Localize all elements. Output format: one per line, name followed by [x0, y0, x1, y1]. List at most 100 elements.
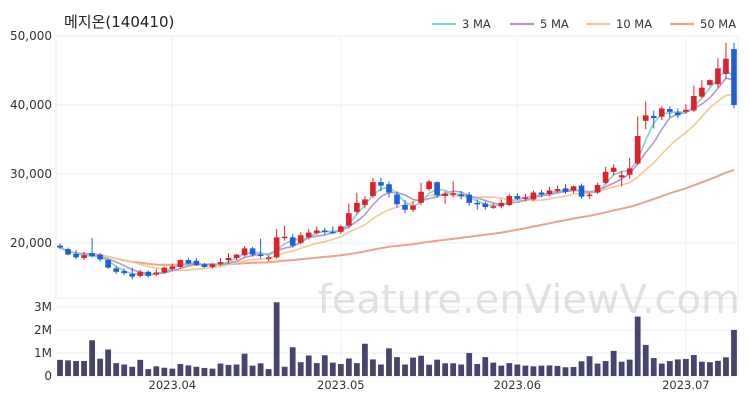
volume-bar [426, 364, 432, 376]
volume-bar [345, 358, 352, 376]
candle [570, 185, 577, 194]
volume-bar [594, 363, 601, 376]
candle-body [683, 109, 689, 112]
candle [506, 193, 513, 207]
candle [129, 267, 136, 280]
candle-body [265, 257, 272, 259]
candle [538, 189, 545, 198]
volume-bar [578, 361, 585, 376]
volume-bar [723, 357, 729, 376]
volume-bar [618, 361, 625, 376]
volume-tick-label: 2M [34, 323, 52, 337]
candle-body [634, 135, 641, 164]
candle-body [594, 184, 601, 193]
volume-bar [81, 361, 87, 376]
volume-bar [410, 357, 416, 376]
volume-bar [442, 363, 449, 376]
candle-body [394, 194, 400, 205]
candle [233, 253, 240, 261]
candle-body [691, 95, 697, 111]
candle-body [313, 230, 320, 234]
candle [321, 227, 328, 235]
candle-body [65, 249, 71, 255]
candle [225, 253, 232, 264]
candle [514, 193, 521, 201]
candle-body [458, 194, 464, 197]
watermark: feature.enViewV.com [318, 277, 740, 323]
volume-bar [562, 367, 569, 376]
candle-body [538, 192, 545, 195]
candle [434, 181, 440, 198]
candle [289, 233, 296, 248]
candle-body [715, 68, 721, 85]
legend-label: 10 MA [616, 17, 652, 31]
candle-body [370, 182, 376, 196]
candle [305, 229, 312, 240]
candle-body [281, 236, 288, 239]
volume-bar [370, 359, 376, 376]
candle [699, 80, 705, 99]
candle-body [321, 230, 328, 232]
price-tick-label: 50,000 [10, 29, 52, 43]
candle [666, 106, 673, 118]
candle [346, 203, 352, 229]
candle-body [602, 171, 609, 183]
volume-bar [289, 347, 296, 376]
candle [330, 226, 336, 234]
volume-bar [674, 359, 681, 376]
candle [450, 181, 456, 198]
candle [57, 243, 63, 250]
candle-body [442, 193, 448, 196]
volume-bar [353, 363, 360, 376]
candle [113, 266, 119, 274]
candle [81, 251, 87, 261]
price-tick-label: 30,000 [10, 167, 52, 181]
volume-bar [265, 369, 272, 376]
volume-bar [257, 363, 264, 376]
candle-body [642, 115, 649, 121]
chart-title: 메지온(140410) [64, 13, 174, 31]
volume-bar [474, 364, 481, 376]
candle [281, 225, 288, 241]
x-axis-labels: 2023.04 2023.05 2023.06 2023.07 [149, 378, 710, 392]
candle-body [289, 237, 296, 246]
candle [217, 258, 224, 266]
candle [153, 269, 160, 276]
volume-bar [57, 359, 63, 376]
volume-axis-labels: 0 1M 2M 3M [34, 300, 52, 383]
volume-bar [329, 362, 336, 376]
volume-bar [626, 359, 633, 376]
volume-bar [586, 356, 593, 376]
candle-body [498, 202, 505, 207]
legend-item: 3 MA [432, 17, 491, 31]
candle-body [297, 235, 304, 243]
candle [707, 79, 713, 87]
candle-body [346, 213, 352, 226]
volume-bar [658, 363, 665, 376]
candle [402, 200, 408, 214]
volume-bar [225, 364, 232, 376]
candle-body [426, 181, 432, 190]
x-tick-label: 2023.04 [149, 378, 197, 392]
candle [410, 201, 416, 212]
volume-tick-label: 1M [34, 346, 52, 360]
candle-body [121, 271, 128, 274]
price-tick-label: 20,000 [10, 236, 52, 250]
volume-bar [137, 359, 144, 376]
candle [273, 229, 280, 259]
candle-body [554, 189, 561, 192]
candle [185, 258, 192, 265]
candle [675, 108, 681, 119]
volume-bar [113, 363, 120, 376]
candle-body [73, 253, 79, 258]
candle-body [506, 195, 513, 205]
candle [650, 110, 657, 129]
candle [482, 201, 489, 210]
volume-bar [145, 369, 152, 376]
volume-bar [506, 363, 513, 376]
candle-body [434, 182, 440, 196]
volume-bar [394, 357, 400, 376]
candle [554, 185, 561, 194]
candle-body [161, 267, 168, 273]
